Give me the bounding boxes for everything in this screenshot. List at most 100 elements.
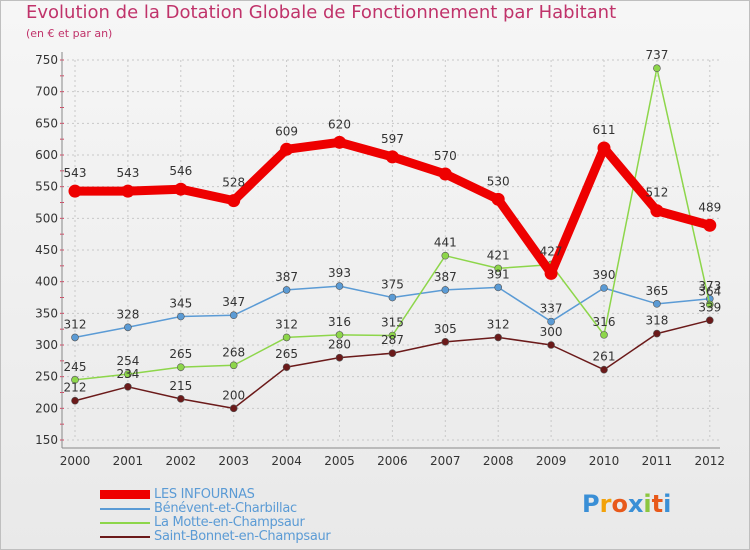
data-label-stbonnet-2004: 265 xyxy=(275,347,298,361)
data-point-benevent-2003 xyxy=(229,311,238,320)
data-label-stbonnet-2009: 300 xyxy=(540,325,563,339)
data-point-benevent-2000 xyxy=(71,333,79,342)
data-point-benevent-2004 xyxy=(282,286,291,294)
x-tick-label-2004: 2004 xyxy=(271,454,302,468)
data-label-lamotte-2007: 441 xyxy=(434,236,457,250)
data-label-main-2001: 543 xyxy=(116,166,139,180)
data-point-lamotte-2000 xyxy=(71,376,79,384)
data-label-main-2008: 530 xyxy=(487,174,510,188)
data-point-stbonnet-2010 xyxy=(600,365,608,374)
data-label-main-2010: 611 xyxy=(593,123,616,137)
data-point-stbonnet-2004 xyxy=(282,363,291,371)
data-point-stbonnet-2009 xyxy=(547,341,555,349)
x-tick-label-2011: 2011 xyxy=(642,454,673,468)
data-point-benevent-2006 xyxy=(388,293,397,302)
data-point-stbonnet-2008 xyxy=(494,333,503,342)
data-label-benevent-2003: 347 xyxy=(222,295,245,309)
data-label-benevent-2010: 390 xyxy=(593,268,616,282)
proxiti-logo: Proxiti xyxy=(582,490,672,518)
data-point-lamotte-2006 xyxy=(388,331,397,340)
data-point-lamotte-2011 xyxy=(653,64,661,73)
data-point-main-2000 xyxy=(68,184,82,198)
legend-swatch-la-motte xyxy=(100,522,150,524)
data-point-main-2006 xyxy=(385,150,399,164)
data-point-stbonnet-2002 xyxy=(177,395,185,403)
data-point-benevent-2008 xyxy=(494,283,503,292)
data-label-main-2002: 546 xyxy=(169,164,192,178)
data-label-lamotte-2011: 737 xyxy=(645,48,668,62)
data-label-benevent-2002: 345 xyxy=(169,297,192,311)
legend-swatch-les-infournas xyxy=(100,490,150,499)
y-tick-label-400: 400 xyxy=(35,275,58,289)
data-point-lamotte-2007 xyxy=(441,251,450,260)
legend-label-les-infournas: LES INFOURNAS xyxy=(154,487,255,502)
data-point-main-2007 xyxy=(438,167,452,181)
data-point-lamotte-2008 xyxy=(494,264,503,273)
y-tick-label-250: 250 xyxy=(35,370,58,384)
data-point-stbonnet-2012 xyxy=(705,316,714,325)
data-point-main-2003 xyxy=(227,194,241,208)
y-tick-label-750: 750 xyxy=(35,53,58,67)
data-point-main-2008 xyxy=(491,192,505,206)
y-tick-label-350: 350 xyxy=(35,306,58,320)
data-label-benevent-2008: 391 xyxy=(487,267,510,281)
data-label-benevent-2004: 387 xyxy=(275,270,298,284)
data-point-lamotte-2003 xyxy=(229,361,238,370)
x-tick-label-2009: 2009 xyxy=(536,454,567,468)
data-label-main-2011: 512 xyxy=(645,186,668,200)
data-point-benevent-2007 xyxy=(441,286,450,294)
x-tick-label-2012: 2012 xyxy=(695,454,726,468)
data-label-lamotte-2008: 421 xyxy=(487,248,510,262)
y-tick-label-500: 500 xyxy=(35,211,58,225)
data-label-benevent-2001: 328 xyxy=(116,307,139,321)
data-point-main-2004 xyxy=(280,142,294,156)
data-point-main-2005 xyxy=(333,135,346,149)
data-label-benevent-2006: 375 xyxy=(381,278,404,292)
x-tick-label-2002: 2002 xyxy=(166,454,197,468)
legend-label-saint-bonnet: Saint-Bonnet-en-Champsaur xyxy=(154,529,331,544)
data-point-main-2009 xyxy=(544,266,558,280)
data-label-main-2007: 570 xyxy=(434,149,457,163)
data-label-main-2012: 489 xyxy=(698,200,721,214)
data-label-stbonnet-2002: 215 xyxy=(169,379,192,393)
data-point-stbonnet-2006 xyxy=(388,349,397,358)
data-label-benevent-2012: 373 xyxy=(698,279,721,293)
data-label-benevent-2011: 365 xyxy=(645,284,668,298)
legend-label-benevent: Bénévent-et-Charbillac xyxy=(154,501,297,516)
data-label-main-2000: 543 xyxy=(64,166,87,180)
x-tick-label-2008: 2008 xyxy=(483,454,514,468)
data-point-main-2002 xyxy=(174,182,188,196)
data-label-lamotte-2010: 316 xyxy=(593,315,616,329)
y-tick-label-650: 650 xyxy=(35,116,58,130)
data-label-main-2004: 609 xyxy=(275,124,298,138)
y-tick-label-550: 550 xyxy=(35,180,58,194)
data-point-benevent-2005 xyxy=(335,282,344,290)
y-tick-label-150: 150 xyxy=(35,433,58,447)
data-label-lamotte-2005: 316 xyxy=(328,315,351,329)
x-tick-label-2003: 2003 xyxy=(218,454,249,468)
data-point-benevent-2002 xyxy=(177,312,185,321)
x-tick-label-2006: 2006 xyxy=(377,454,408,468)
data-point-main-2011 xyxy=(650,204,664,218)
data-label-stbonnet-2000: 212 xyxy=(64,381,87,395)
data-point-main-2001 xyxy=(121,184,135,198)
data-point-lamotte-2012 xyxy=(705,300,714,309)
data-label-lamotte-2003: 268 xyxy=(222,345,245,359)
data-point-stbonnet-2005 xyxy=(335,353,344,362)
data-label-main-2005: 620 xyxy=(328,117,351,131)
data-label-lamotte-2004: 312 xyxy=(275,317,298,331)
x-tick-label-2000: 2000 xyxy=(60,454,91,468)
data-point-stbonnet-2001 xyxy=(124,382,132,391)
y-tick-label-700: 700 xyxy=(35,85,58,99)
y-tick-label-200: 200 xyxy=(35,401,58,415)
data-point-benevent-2010 xyxy=(600,284,608,292)
data-label-lamotte-2002: 265 xyxy=(169,347,192,361)
data-label-stbonnet-2006: 287 xyxy=(381,333,404,347)
data-point-lamotte-2004 xyxy=(282,333,291,342)
x-tick-label-2001: 2001 xyxy=(113,454,144,468)
data-label-stbonnet-2001: 234 xyxy=(116,367,139,381)
data-label-main-2003: 528 xyxy=(222,176,245,190)
data-point-stbonnet-2007 xyxy=(441,338,450,346)
data-label-lamotte-2000: 245 xyxy=(64,360,87,374)
